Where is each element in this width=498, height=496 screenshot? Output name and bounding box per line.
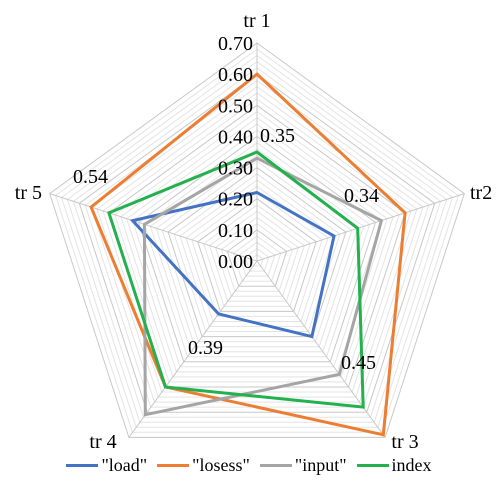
grid-ring <box>161 160 353 343</box>
grid-ring <box>203 204 311 307</box>
axis-label: tr2 <box>470 182 492 204</box>
legend-item: "losess" <box>157 455 250 476</box>
legend-swatch <box>66 463 99 467</box>
data-label: 0.39 <box>188 337 223 359</box>
grid-ring <box>220 222 294 292</box>
grid-ring <box>72 67 442 418</box>
grid-ring <box>108 104 406 388</box>
grid-ring <box>232 235 282 282</box>
legend-item: "input" <box>259 454 347 476</box>
spoke-line <box>256 193 465 262</box>
tick-label: 0.60 <box>218 64 253 86</box>
spoke-line <box>128 260 258 438</box>
grid-ring <box>238 241 276 277</box>
data-label: 0.35 <box>260 125 295 147</box>
grid-ring <box>214 216 300 297</box>
grid-ring <box>185 185 329 322</box>
grid-ring <box>143 142 371 358</box>
grid-ring <box>209 210 305 302</box>
grid-ring <box>114 110 400 383</box>
legend-label: "losess" <box>192 454 250 475</box>
tick-label: 0.00 <box>218 251 253 273</box>
legend-item: index <box>356 454 432 476</box>
legend-label: "load" <box>101 454 148 475</box>
legend-swatch <box>157 463 190 467</box>
axis-labels: tr 1 tr2 tr 3 tr 4 tr 5 <box>15 10 492 450</box>
series-line <box>129 190 336 339</box>
tick-label: 0.70 <box>218 33 253 55</box>
radar-series <box>89 72 407 437</box>
series-line <box>89 72 407 437</box>
data-label: 0.45 <box>341 352 376 374</box>
legend-label: "input" <box>294 454 347 475</box>
grid-ring <box>179 179 335 327</box>
tick-label: 0.10 <box>218 220 253 242</box>
data-label: 0.54 <box>73 166 108 188</box>
grid-ring <box>78 73 436 413</box>
grid-ring <box>132 129 382 368</box>
grid-ring <box>250 254 264 267</box>
legend-item: "load" <box>66 455 147 476</box>
grid-ring <box>60 54 454 428</box>
radar-chart: 0.00 0.10 0.20 0.30 0.40 0.50 0.60 0.70 tr 1 tr2… <box>15 10 492 450</box>
grid-ring <box>226 229 288 287</box>
data-label: 0.34 <box>344 185 379 207</box>
tick-label: 0.50 <box>218 95 253 117</box>
grid-ring <box>66 61 448 423</box>
legend-swatch <box>259 463 292 467</box>
series-line <box>107 150 365 409</box>
tick-label: 0.20 <box>218 189 253 211</box>
axis-label: tr 3 <box>391 431 418 450</box>
legend-label: index <box>391 454 432 475</box>
tick-label: 0.30 <box>218 158 253 180</box>
grid-ring <box>167 166 347 338</box>
spoke-line <box>49 193 258 262</box>
legend: "load" "losess" "input" index <box>0 450 498 480</box>
axis-label: tr 1 <box>243 10 270 32</box>
data-annotations: 0.35 0.34 0.45 0.39 0.54 <box>73 125 379 374</box>
grid-ring <box>191 191 323 317</box>
grid-ring <box>49 42 465 438</box>
tick-label: 0.40 <box>218 126 253 148</box>
radial-ticks: 0.00 0.10 0.20 0.30 0.40 0.50 0.60 0.70 <box>218 33 253 273</box>
legend-swatch <box>356 463 389 467</box>
grid-ring <box>244 247 270 272</box>
grid-ring <box>55 48 459 433</box>
axis-label: tr 5 <box>15 182 42 204</box>
grid-ring <box>173 173 341 332</box>
grid-ring <box>90 85 424 403</box>
grid-ring <box>126 123 388 373</box>
grid-ring <box>197 198 317 312</box>
axis-label: tr 4 <box>89 431 116 450</box>
